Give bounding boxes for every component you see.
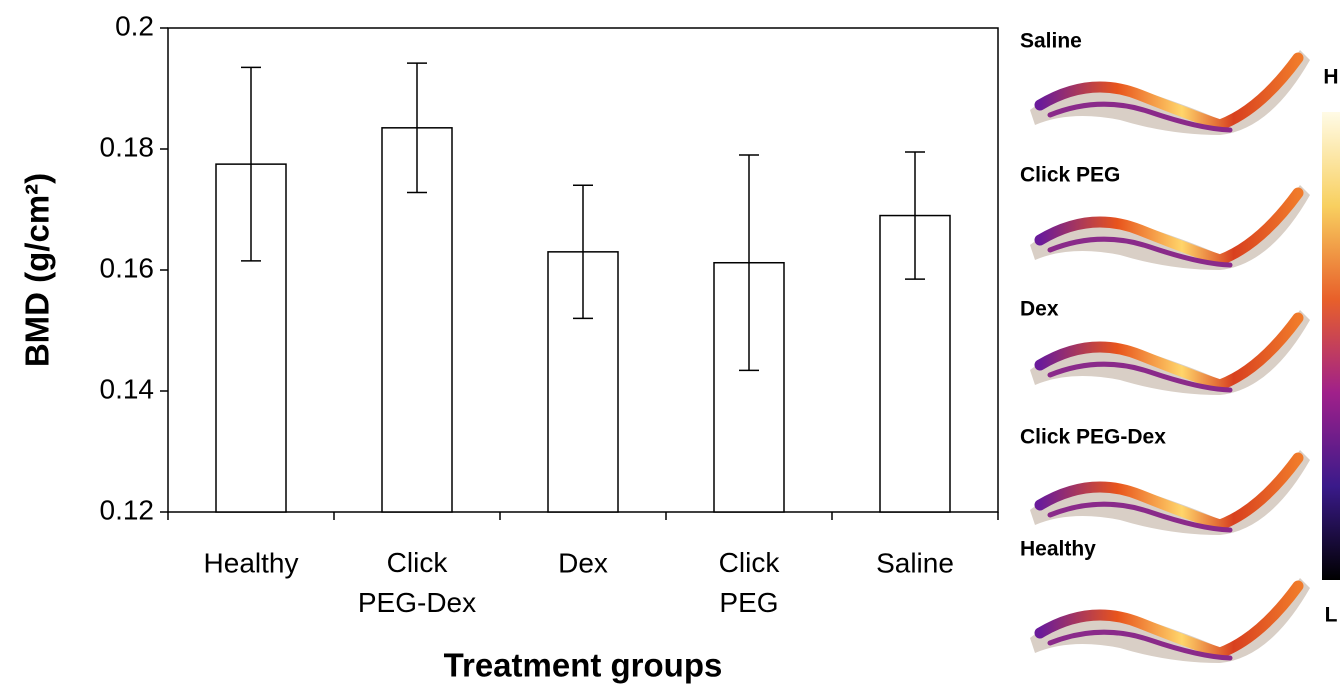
x-tick-label: Dex — [558, 547, 608, 578]
figure: BMD (g/cm²) Treatment groups H L 0.12 0.1… — [0, 0, 1342, 692]
image-label: Saline — [1020, 30, 1082, 53]
bone-image — [1030, 578, 1310, 663]
y-tick-label: 0.16 — [100, 252, 155, 283]
colorbar-high: H — [1323, 66, 1338, 89]
bone-image — [1030, 185, 1310, 270]
bone-images: H L — [1030, 50, 1340, 663]
image-label: Click PEG-Dex — [1020, 426, 1166, 449]
x-tick-label: Saline — [876, 547, 954, 578]
image-label: Dex — [1020, 298, 1059, 321]
bone-image — [1030, 50, 1310, 135]
image-label: Healthy — [1020, 538, 1096, 561]
bone-image — [1030, 450, 1310, 535]
colorbar — [1322, 112, 1340, 580]
x-axis-label: Treatment groups — [444, 647, 723, 684]
y-axis-label: BMD (g/cm²) — [19, 173, 56, 367]
bone-image — [1030, 310, 1310, 395]
y-tick-label: 0.12 — [100, 494, 155, 525]
y-tick-label: 0.2 — [115, 10, 154, 41]
y-tick-label: 0.18 — [100, 131, 155, 162]
image-label: Click PEG — [1020, 164, 1120, 187]
x-tick-label: Healthy — [204, 547, 299, 578]
y-tick-label: 0.14 — [100, 373, 155, 404]
colorbar-low: L — [1325, 604, 1338, 627]
